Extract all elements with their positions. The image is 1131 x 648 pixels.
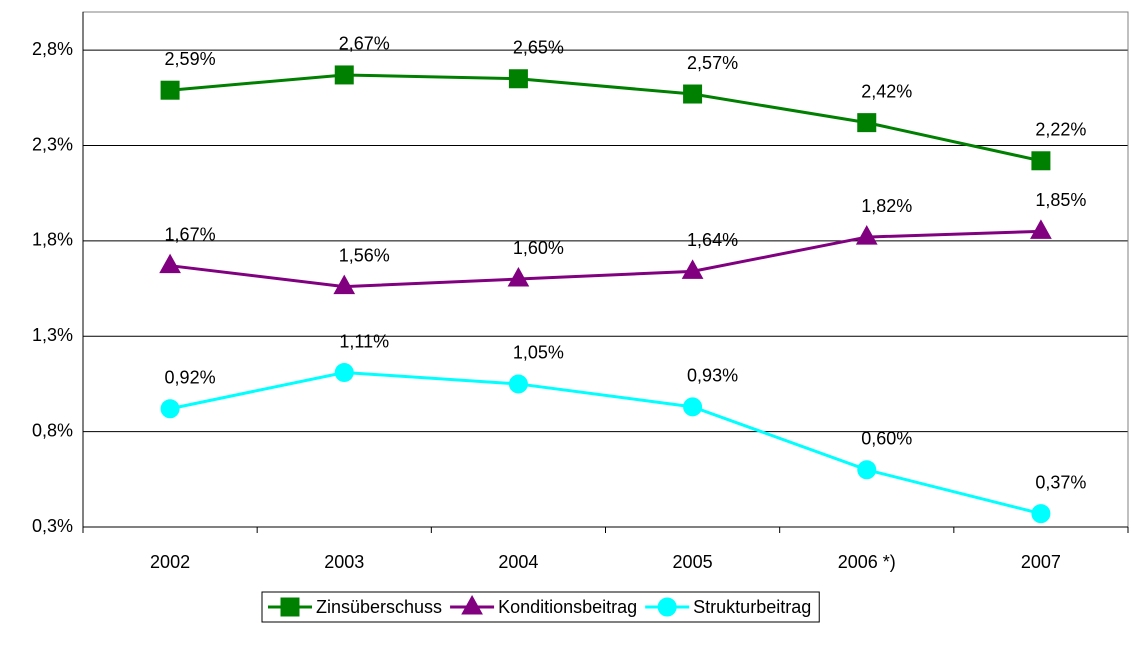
- data-label: 1,11%: [339, 331, 389, 351]
- data-label: 1,82%: [861, 196, 912, 216]
- marker: [683, 84, 703, 104]
- marker: [334, 65, 354, 85]
- data-label: 0,37%: [1035, 472, 1086, 492]
- y-tick-label: 0,8%: [32, 420, 73, 440]
- x-tick-label: 2006 *): [838, 552, 896, 572]
- marker: [333, 274, 356, 295]
- legend-label: Strukturbeitrag: [693, 597, 811, 617]
- data-label: 1,05%: [513, 343, 564, 363]
- marker: [657, 597, 677, 617]
- x-tick-label: 2005: [673, 552, 713, 572]
- marker: [508, 69, 528, 89]
- y-tick-label: 1,8%: [32, 230, 73, 250]
- marker: [280, 597, 300, 617]
- marker: [857, 113, 877, 133]
- data-label: 2,65%: [513, 38, 564, 58]
- marker: [160, 399, 180, 419]
- data-label: 0,93%: [687, 366, 738, 386]
- marker: [857, 460, 877, 480]
- data-label: 2,42%: [861, 81, 912, 101]
- x-tick-label: 2007: [1021, 552, 1061, 572]
- x-tick-label: 2003: [324, 552, 364, 572]
- data-label: 1,64%: [687, 230, 738, 250]
- marker: [160, 80, 180, 100]
- marker: [507, 267, 530, 287]
- series-line: [169, 229, 1041, 289]
- y-tick-label: 1,3%: [32, 325, 73, 345]
- data-label: 0,60%: [861, 429, 912, 449]
- x-tick-label: 2004: [498, 552, 538, 572]
- data-label: 1,67%: [165, 224, 216, 244]
- y-tick-label: 0,3%: [32, 516, 73, 536]
- marker: [855, 225, 878, 245]
- data-label: 1,85%: [1035, 190, 1086, 210]
- data-label: 2,59%: [165, 49, 216, 69]
- marker: [159, 253, 181, 274]
- marker: [461, 594, 483, 615]
- data-label: 1,56%: [339, 245, 390, 265]
- series-line: [169, 73, 1042, 163]
- marker: [1030, 219, 1052, 239]
- marker: [508, 374, 528, 394]
- plot-border: [82, 11, 1129, 528]
- data-label: 0,92%: [165, 367, 216, 387]
- series-line: [169, 370, 1042, 516]
- data-label: 2,22%: [1035, 120, 1086, 140]
- y-tick-label: 2,3%: [32, 134, 73, 154]
- marker: [334, 363, 354, 382]
- legend-label: Zinsüberschuss: [316, 597, 442, 617]
- legend: Zinsüberschuss Konditionsbeitrag Strukturb…: [261, 591, 820, 623]
- legend-label: Konditionsbeitrag: [498, 597, 637, 617]
- data-label: 1,60%: [513, 238, 564, 258]
- marker: [1031, 504, 1051, 524]
- y-tick-label: 2,8%: [32, 39, 73, 59]
- x-tick-label: 2002: [150, 552, 190, 572]
- data-label: 2,57%: [687, 53, 738, 73]
- data-label: 2,67%: [339, 34, 390, 54]
- marker: [681, 259, 704, 279]
- legend-box: [261, 591, 820, 623]
- marker: [1031, 151, 1051, 171]
- marker: [683, 397, 703, 417]
